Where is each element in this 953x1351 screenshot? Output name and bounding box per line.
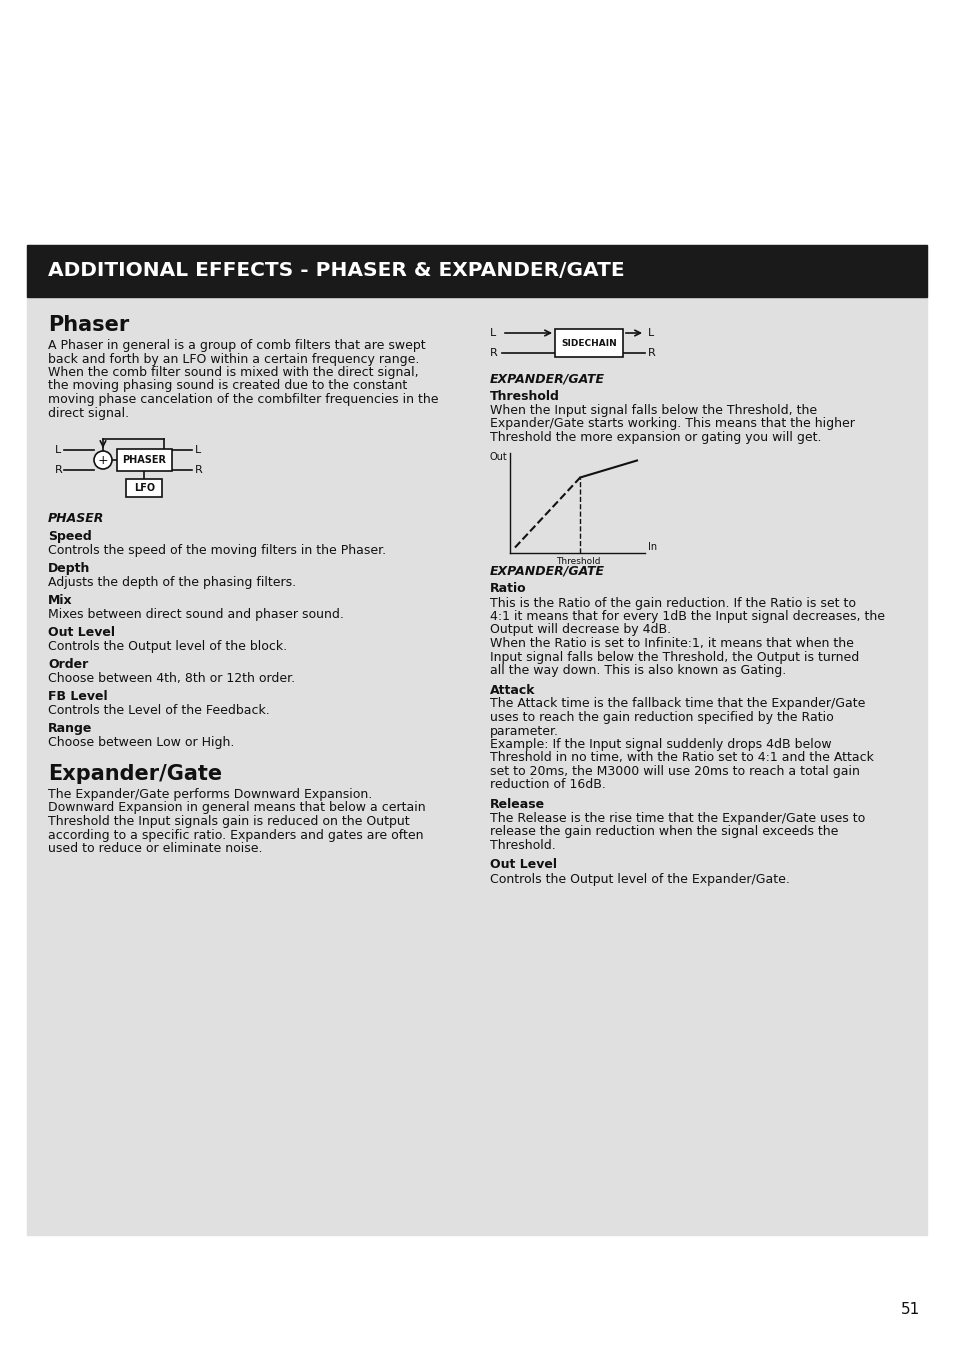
Text: Out Level: Out Level [48,626,115,639]
Text: Attack: Attack [490,684,535,697]
Text: R: R [647,349,655,358]
Text: parameter.: parameter. [490,724,558,738]
Text: The Release is the rise time that the Expander/Gate uses to: The Release is the rise time that the Ex… [490,812,864,825]
Text: Threshold.: Threshold. [490,839,556,852]
Text: SIDECHAIN: SIDECHAIN [560,339,617,347]
Text: When the Input signal falls below the Threshold, the: When the Input signal falls below the Th… [490,404,817,417]
Text: Threshold: Threshold [556,558,599,566]
Text: Threshold in no time, with the Ratio set to 4:1 and the Attack: Threshold in no time, with the Ratio set… [490,751,873,765]
Text: Controls the speed of the moving filters in the Phaser.: Controls the speed of the moving filters… [48,544,386,557]
Text: Choose between 4th, 8th or 12th order.: Choose between 4th, 8th or 12th order. [48,671,294,685]
Text: L: L [647,328,654,338]
Text: Choose between Low or High.: Choose between Low or High. [48,736,234,748]
Text: reduction of 16dB.: reduction of 16dB. [490,778,605,792]
Text: direct signal.: direct signal. [48,407,129,420]
Text: moving phase cancelation of the combfilter frequencies in the: moving phase cancelation of the combfilt… [48,393,438,407]
Text: Depth: Depth [48,562,91,576]
Text: PHASER: PHASER [122,455,167,465]
Circle shape [94,451,112,469]
Text: Controls the Output level of the Expander/Gate.: Controls the Output level of the Expande… [490,873,789,885]
Text: Expander/Gate starts working. This means that the higher: Expander/Gate starts working. This means… [490,417,854,431]
Text: This is the Ratio of the gain reduction. If the Ratio is set to: This is the Ratio of the gain reduction.… [490,597,855,609]
Text: used to reduce or eliminate noise.: used to reduce or eliminate noise. [48,842,262,855]
Text: back and forth by an LFO within a certain frequency range.: back and forth by an LFO within a certai… [48,353,419,366]
Text: Speed: Speed [48,530,91,543]
Text: release the gain reduction when the signal exceeds the: release the gain reduction when the sign… [490,825,838,839]
Text: 51: 51 [900,1302,919,1317]
Text: Order: Order [48,658,89,671]
Text: Threshold: Threshold [490,390,559,403]
Text: Threshold the Input signals gain is reduced on the Output: Threshold the Input signals gain is redu… [48,815,409,828]
Text: the moving phasing sound is created due to the constant: the moving phasing sound is created due … [48,380,407,393]
Text: EXPANDER/GATE: EXPANDER/GATE [490,372,604,385]
Text: Threshold the more expansion or gating you will get.: Threshold the more expansion or gating y… [490,431,821,444]
Text: L: L [194,444,201,455]
Text: In: In [647,543,657,553]
Text: R: R [55,465,63,476]
Text: When the Ratio is set to Infinite:1, it means that when the: When the Ratio is set to Infinite:1, it … [490,638,853,650]
Text: all the way down. This is also known as Gating.: all the way down. This is also known as … [490,663,785,677]
Text: set to 20ms, the M3000 will use 20ms to reach a total gain: set to 20ms, the M3000 will use 20ms to … [490,765,859,778]
Text: +: + [97,454,109,466]
Bar [555,330,622,357]
Text: ADDITIONAL EFFECTS - PHASER & EXPANDER/GATE: ADDITIONAL EFFECTS - PHASER & EXPANDER/G… [48,262,624,281]
Text: Controls the Output level of the block.: Controls the Output level of the block. [48,640,287,653]
Text: Adjusts the depth of the phasing filters.: Adjusts the depth of the phasing filters… [48,576,295,589]
Text: L: L [490,328,496,338]
Text: Output will decrease by 4dB.: Output will decrease by 4dB. [490,624,670,636]
Bar [127,480,162,497]
Text: Mix: Mix [48,594,72,607]
Text: A Phaser in general is a group of comb filters that are swept: A Phaser in general is a group of comb f… [48,339,425,353]
Bar [27,245,926,297]
Text: EXPANDER/GATE: EXPANDER/GATE [490,565,604,577]
Bar [27,245,926,1235]
Text: LFO: LFO [133,484,155,493]
Text: PHASER: PHASER [48,512,104,526]
Text: Example: If the Input signal suddenly drops 4dB below: Example: If the Input signal suddenly dr… [490,738,831,751]
Text: R: R [490,349,497,358]
Text: Phaser: Phaser [48,315,129,335]
Text: Expander/Gate: Expander/Gate [48,765,222,784]
Text: Ratio: Ratio [490,582,526,596]
Text: FB Level: FB Level [48,690,108,703]
Text: Out Level: Out Level [490,858,557,871]
Text: The Expander/Gate performs Downward Expansion.: The Expander/Gate performs Downward Expa… [48,788,372,801]
Text: uses to reach the gain reduction specified by the Ratio: uses to reach the gain reduction specifi… [490,711,833,724]
Bar [117,449,172,471]
Text: When the comb filter sound is mixed with the direct signal,: When the comb filter sound is mixed with… [48,366,418,380]
Text: Out: Out [489,453,506,462]
Text: Release: Release [490,798,544,811]
Text: R: R [194,465,203,476]
Text: Downward Expansion in general means that below a certain: Downward Expansion in general means that… [48,801,425,815]
Text: Controls the Level of the Feedback.: Controls the Level of the Feedback. [48,704,270,717]
Text: The Attack time is the fallback time that the Expander/Gate: The Attack time is the fallback time tha… [490,697,864,711]
Text: according to a specific ratio. Expanders and gates are often: according to a specific ratio. Expanders… [48,828,423,842]
Text: Range: Range [48,721,92,735]
Text: L: L [55,444,61,455]
Text: 4:1 it means that for every 1dB the Input signal decreases, the: 4:1 it means that for every 1dB the Inpu… [490,611,884,623]
Text: Input signal falls below the Threshold, the Output is turned: Input signal falls below the Threshold, … [490,650,859,663]
Text: Mixes between direct sound and phaser sound.: Mixes between direct sound and phaser so… [48,608,343,621]
